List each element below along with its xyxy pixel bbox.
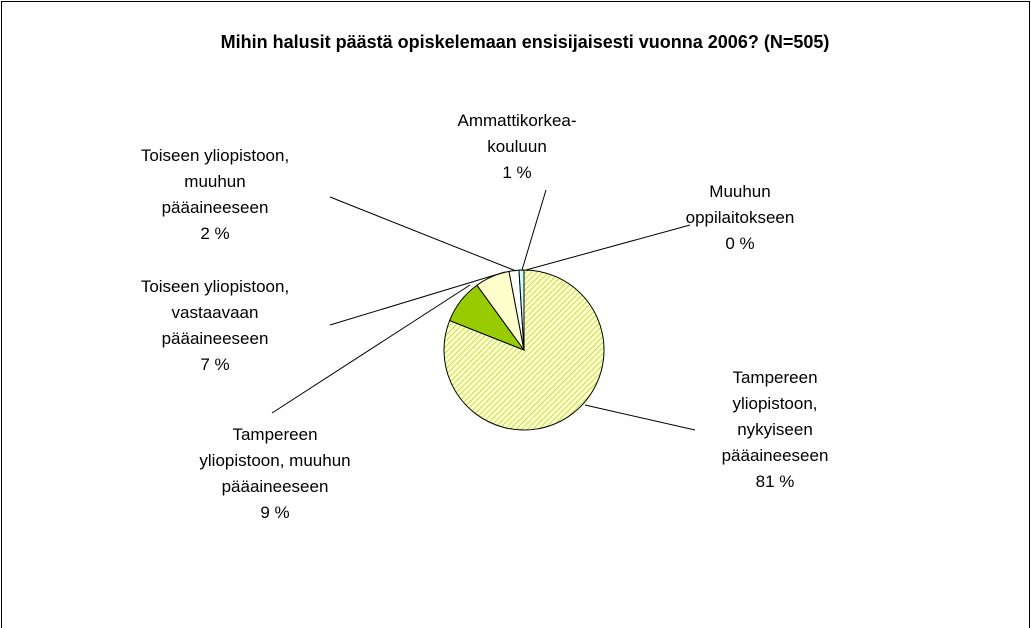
leader-line bbox=[584, 404, 696, 431]
value-label: 2 % bbox=[200, 224, 229, 243]
slice-label: Tampereen yliopistoon, muuhun pääaineeseen bbox=[199, 425, 350, 496]
value-label: 9 % bbox=[260, 503, 289, 522]
slice-label: Toiseen yliopistoon, muuhun pääaineeseen bbox=[141, 146, 289, 217]
slice-label: Muuhun oppilaitokseen bbox=[686, 182, 795, 227]
leader-line bbox=[329, 271, 506, 326]
leader-line bbox=[329, 196, 517, 272]
leader-line bbox=[525, 224, 691, 271]
slice-label: Toiseen yliopistoon, vastaavaan pääaineese… bbox=[141, 277, 289, 348]
chart-title: Mihin halusit päästä opiskelemaan ensisi… bbox=[221, 32, 830, 52]
slice-label: Ammattikorkea-kouluun bbox=[457, 111, 576, 156]
slice-label: Tampereen yliopistoon, nykyiseen pääaineese… bbox=[722, 368, 829, 465]
value-label: 0 % bbox=[725, 234, 754, 253]
value-label: 81 % bbox=[756, 472, 795, 491]
leader-line bbox=[521, 189, 547, 271]
leader-line bbox=[271, 284, 471, 414]
value-label: 7 % bbox=[200, 355, 229, 374]
value-label: 1 % bbox=[502, 163, 531, 182]
